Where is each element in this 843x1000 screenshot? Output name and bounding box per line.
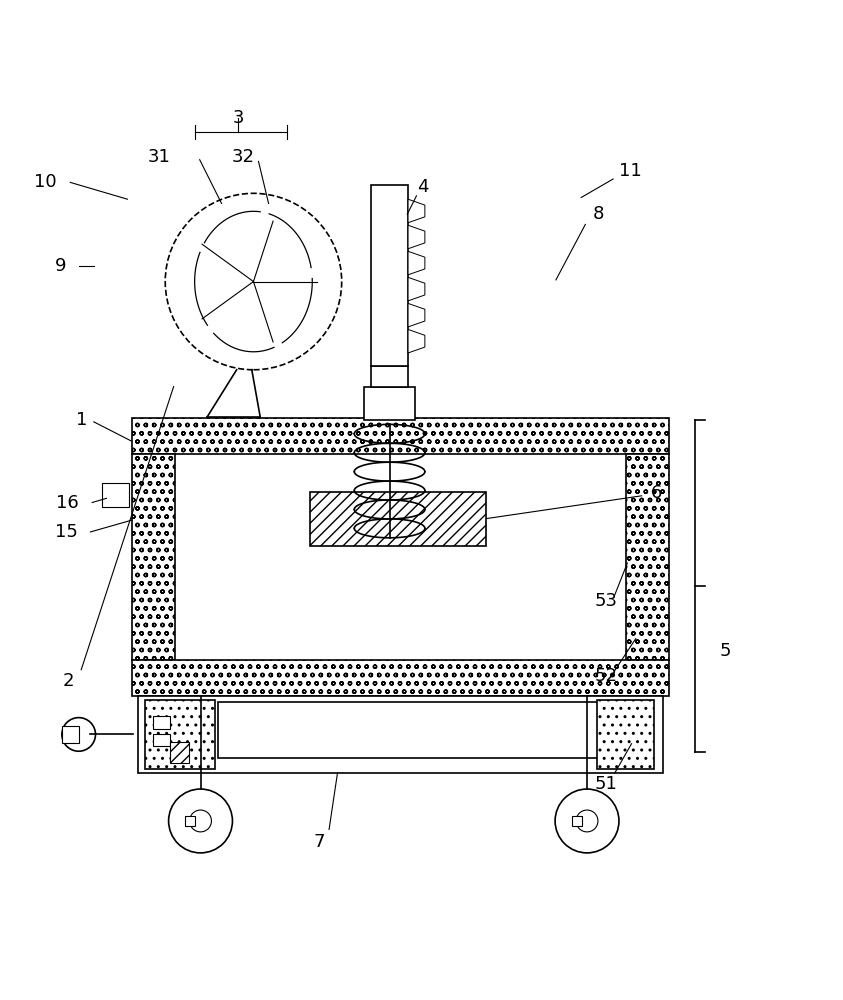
Text: 1: 1 <box>76 411 87 429</box>
Text: 11: 11 <box>619 162 642 180</box>
Text: 16: 16 <box>56 494 78 512</box>
Text: 31: 31 <box>148 148 171 166</box>
Polygon shape <box>408 251 425 275</box>
Bar <box>185 816 196 826</box>
Bar <box>62 726 78 743</box>
Bar <box>138 696 663 773</box>
Text: 3: 3 <box>233 109 244 127</box>
Text: 10: 10 <box>34 173 56 191</box>
Text: 52: 52 <box>595 667 618 685</box>
Text: 32: 32 <box>232 148 255 166</box>
Bar <box>309 492 486 546</box>
Text: 15: 15 <box>56 523 78 541</box>
Text: 7: 7 <box>314 833 325 851</box>
Text: 9: 9 <box>55 257 66 275</box>
Text: 4: 4 <box>417 178 429 196</box>
Bar <box>364 387 415 420</box>
Text: 53: 53 <box>595 592 618 610</box>
Bar <box>371 366 408 387</box>
Text: 2: 2 <box>63 672 74 690</box>
Text: 6: 6 <box>651 484 663 502</box>
Polygon shape <box>408 225 425 249</box>
Bar <box>102 483 129 507</box>
Polygon shape <box>408 277 425 301</box>
Text: 51: 51 <box>595 775 618 793</box>
Bar <box>218 702 599 758</box>
Text: 5: 5 <box>720 642 732 660</box>
Bar <box>572 816 582 826</box>
Bar <box>132 660 669 696</box>
Polygon shape <box>408 199 425 223</box>
Bar <box>626 454 669 660</box>
Polygon shape <box>408 303 425 327</box>
Bar <box>153 716 170 729</box>
Bar <box>132 454 175 660</box>
Bar <box>371 185 408 366</box>
Text: 8: 8 <box>593 205 604 223</box>
Polygon shape <box>408 329 425 353</box>
Bar <box>153 734 170 746</box>
Bar <box>597 700 654 769</box>
Bar <box>170 742 189 763</box>
Bar <box>145 700 215 769</box>
Bar <box>132 418 669 454</box>
